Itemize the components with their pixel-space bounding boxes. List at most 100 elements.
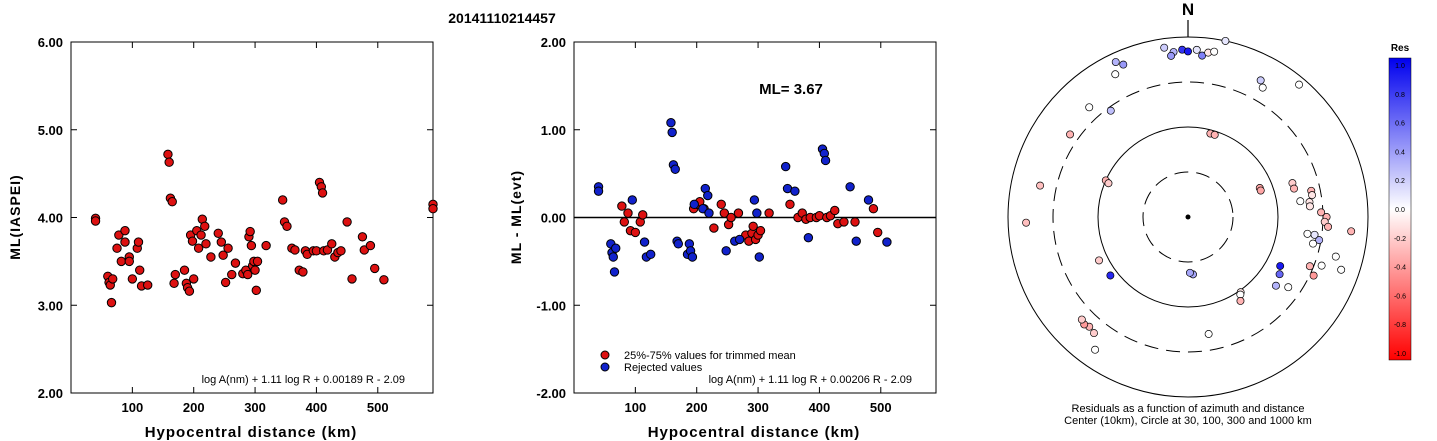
station-marker <box>1310 230 1319 239</box>
p2-x-axis-label: Hypocentral distance (km) <box>648 424 861 441</box>
p1-y-axis-label: ML(IASPEI) <box>7 174 23 259</box>
station-marker <box>1210 47 1219 56</box>
station-marker <box>1184 47 1192 56</box>
ring-30km <box>1142 171 1234 263</box>
p2-rejected-point <box>752 208 762 218</box>
p1-y-tick-label: 2.00 <box>38 386 63 401</box>
p2-rejected-point <box>666 118 676 128</box>
station-marker <box>1167 51 1176 60</box>
p2-formula: log A(nm) + 1.11 log R + 0.00206 R - 2.0… <box>709 374 912 386</box>
p2-x-tick-label: 200 <box>686 400 708 415</box>
station-marker <box>1324 222 1333 231</box>
p1-data-point <box>357 232 368 242</box>
p2-rejected-point <box>609 267 620 277</box>
p2-accepted-point <box>709 223 719 233</box>
p1-data-point <box>261 240 271 251</box>
p1-data-point <box>170 269 181 280</box>
p1-formula: log A(nm) + 1.11 log R + 0.00189 R - 2.0… <box>202 374 405 386</box>
station-marker <box>1258 83 1267 92</box>
p1-data-point <box>169 278 179 289</box>
p1-data-point <box>230 258 241 268</box>
p2-accepted-point <box>733 208 744 218</box>
p1-data-point <box>196 230 206 240</box>
p1-data-point <box>112 243 122 253</box>
p2-accepted-point <box>748 221 758 231</box>
figure-title: 20141110214457 <box>448 10 556 26</box>
p2-rejected-point <box>645 249 656 260</box>
p2-rejected-point <box>851 236 861 246</box>
colorbar-tick-label: 0.2 <box>1395 178 1405 185</box>
p2-rejected-point <box>611 243 621 253</box>
p2-x-tick-label: 300 <box>747 400 769 415</box>
station-marker <box>1106 106 1115 115</box>
station-marker <box>1119 60 1128 69</box>
p1-data-point <box>245 226 255 237</box>
colorbar-gradient <box>1388 57 1412 361</box>
station-marker <box>1111 58 1120 66</box>
p1-data-point <box>277 195 288 205</box>
station-marker <box>1303 229 1312 238</box>
p2-x-tick-label: 500 <box>870 400 892 415</box>
p2-rejected-point <box>721 246 731 256</box>
p2-rejected-point <box>687 252 698 262</box>
p2-rejected-point <box>689 199 699 210</box>
p1-data-point <box>193 243 204 253</box>
p2-rejected-point <box>734 234 745 245</box>
station-marker <box>1077 315 1086 324</box>
p2-accepted-point <box>839 217 849 227</box>
p2-rejected-point <box>780 161 791 172</box>
p1-data-point <box>142 280 153 290</box>
station-marker <box>1022 218 1031 227</box>
p1-data-point <box>317 188 328 198</box>
p2-accepted-point <box>623 208 633 218</box>
p2-accepted-point <box>868 204 879 214</box>
station-marker <box>1160 43 1169 52</box>
p1-data-point <box>127 274 138 284</box>
p2-y-tick-label: -1.00 <box>536 298 566 313</box>
station-markers <box>1022 36 1356 354</box>
p1-data-point <box>250 265 260 275</box>
p1-data-point <box>290 245 300 255</box>
station-marker <box>1221 36 1230 45</box>
p1-data-point <box>298 267 308 277</box>
p1-data-point <box>251 285 261 296</box>
legend-accepted-marker <box>600 350 610 360</box>
p2-y-tick-label: 2.00 <box>541 35 566 50</box>
station-marker <box>1308 191 1317 200</box>
station-marker <box>1204 330 1213 338</box>
p1-data-point <box>200 221 210 231</box>
p2-x-tick-label: 400 <box>809 400 831 415</box>
station-marker <box>1104 179 1113 188</box>
caption-line-2: Center (10km), Circle at 30, 100, 300 an… <box>1064 415 1312 427</box>
station-marker <box>1315 236 1324 245</box>
p1-data-point <box>216 237 227 247</box>
colorbar-tick-label: -0.6 <box>1394 293 1406 300</box>
station-marker <box>1256 76 1265 85</box>
legend-rejected-marker <box>600 362 610 372</box>
p2-accepted-point <box>755 225 766 236</box>
legend-rejected-label: Rejected values <box>624 362 703 374</box>
north-label: N <box>1182 0 1194 19</box>
ring-1000km <box>1007 36 1369 398</box>
p2-accepted-point <box>785 199 795 210</box>
station-marker <box>1192 45 1201 54</box>
p1-data-point <box>106 297 117 308</box>
p1-data-point <box>243 269 253 280</box>
p2-accepted-point <box>719 208 730 218</box>
residual-colorbar: Res 1.0 0.8 0.6 0.4 0.2 0.0 -0.2 -0.4 -0.6 -0.8 -1… <box>1388 43 1412 361</box>
p1-data-point <box>184 286 195 296</box>
epicenter-marker <box>1185 214 1191 220</box>
colorbar-tick-label: -0.2 <box>1394 236 1406 243</box>
p2-rejected-point <box>882 237 892 247</box>
p1-data-point <box>379 275 389 285</box>
p1-data-point <box>163 149 173 160</box>
p1-data-point <box>282 221 292 231</box>
p1-x-axis-label: Hypocentral distance (km) <box>145 424 358 441</box>
p1-data-point <box>365 240 376 251</box>
caption-line-1: Residuals as a function of azimuth and d… <box>1072 403 1305 415</box>
station-marker <box>1066 130 1074 139</box>
p1-data-point <box>120 225 130 236</box>
station-marker <box>1290 184 1299 193</box>
p2-x-tick-label: 100 <box>625 400 647 415</box>
p1-data-points <box>90 149 438 308</box>
